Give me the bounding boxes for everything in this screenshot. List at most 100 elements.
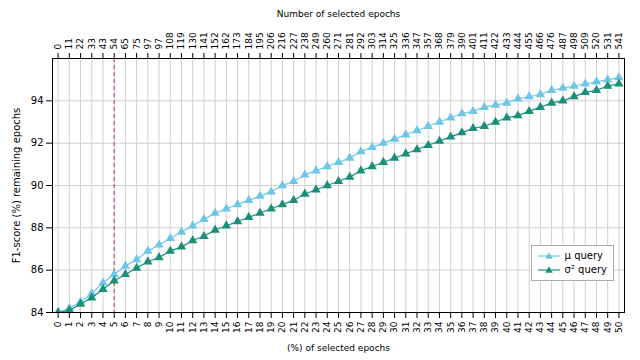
svg-text:9: 9 [154, 321, 164, 327]
svg-text:43: 43 [535, 322, 545, 333]
svg-text:37: 37 [468, 322, 478, 333]
svg-text:84: 84 [31, 307, 44, 318]
svg-text:379: 379 [446, 32, 456, 49]
svg-text:88: 88 [31, 222, 44, 233]
svg-text:11: 11 [176, 322, 186, 333]
svg-text:16: 16 [232, 321, 242, 333]
svg-text:36: 36 [457, 321, 467, 333]
svg-text:33: 33 [423, 322, 433, 333]
svg-text:Number of selected epochs: Number of selected epochs [277, 9, 401, 19]
svg-text:336: 336 [401, 32, 411, 49]
svg-text:216: 216 [277, 32, 287, 49]
svg-text:303: 303 [367, 32, 377, 49]
svg-text:42: 42 [524, 322, 534, 333]
svg-text:(%) of selected epochs: (%) of selected epochs [287, 343, 390, 353]
svg-text:43: 43 [98, 38, 108, 49]
svg-text:92: 92 [31, 137, 44, 148]
svg-text:35: 35 [446, 322, 456, 333]
svg-text:260: 260 [322, 32, 332, 49]
svg-text:108: 108 [165, 32, 175, 49]
svg-text:141: 141 [199, 32, 209, 49]
svg-text:130: 130 [188, 32, 198, 49]
svg-text:422: 422 [490, 32, 500, 49]
svg-text:97: 97 [154, 38, 164, 49]
svg-text:4: 4 [98, 321, 108, 327]
svg-text:281: 281 [345, 32, 355, 49]
svg-text:152: 152 [210, 32, 220, 49]
svg-text:509: 509 [580, 32, 590, 49]
svg-text:390: 390 [457, 32, 467, 49]
svg-text:24: 24 [322, 321, 332, 333]
svg-text:401: 401 [468, 32, 478, 49]
svg-text:8: 8 [143, 321, 153, 327]
svg-text:444: 444 [513, 32, 523, 49]
svg-text:26: 26 [345, 321, 355, 333]
svg-text:3: 3 [87, 322, 97, 328]
svg-text:29: 29 [378, 321, 388, 333]
svg-text:97: 97 [143, 38, 153, 49]
svg-text:19: 19 [266, 321, 276, 333]
svg-text:23: 23 [311, 322, 321, 333]
svg-text:411: 411 [479, 32, 489, 49]
svg-text:7: 7 [131, 322, 141, 328]
svg-text:20: 20 [277, 321, 287, 333]
svg-text:466: 466 [535, 32, 545, 49]
svg-text:227: 227 [289, 32, 299, 49]
svg-text:39: 39 [490, 321, 500, 333]
svg-text:531: 531 [603, 32, 613, 49]
svg-text:94: 94 [31, 95, 44, 106]
svg-text:50: 50 [614, 321, 624, 333]
svg-text:41: 41 [513, 322, 523, 333]
svg-text:271: 271 [333, 32, 343, 49]
svg-text:357: 357 [423, 32, 433, 49]
svg-text:314: 314 [378, 32, 388, 49]
svg-text:45: 45 [558, 322, 568, 333]
svg-text:22: 22 [300, 322, 310, 333]
svg-text:476: 476 [546, 32, 556, 49]
svg-text:11: 11 [64, 38, 74, 49]
svg-text:90: 90 [31, 180, 44, 191]
svg-text:6: 6 [120, 321, 130, 327]
svg-text:173: 173 [232, 32, 242, 49]
svg-text:21: 21 [289, 322, 299, 333]
svg-text:27: 27 [356, 322, 366, 333]
svg-text:119: 119 [176, 32, 186, 49]
svg-text:1: 1 [64, 322, 74, 328]
svg-text:54: 54 [109, 38, 119, 50]
svg-text:238: 238 [300, 32, 310, 49]
svg-text:455: 455 [524, 32, 534, 49]
svg-text:14: 14 [210, 321, 220, 333]
svg-text:32: 32 [412, 322, 422, 333]
svg-text:46: 46 [569, 321, 579, 333]
svg-text:325: 325 [389, 32, 399, 49]
svg-text:184: 184 [244, 32, 254, 49]
svg-text:487: 487 [558, 32, 568, 49]
svg-text:34: 34 [434, 321, 444, 333]
svg-text:368: 368 [434, 32, 444, 49]
svg-text:249: 249 [311, 32, 321, 49]
svg-text:33: 33 [87, 38, 97, 49]
svg-text:38: 38 [479, 321, 489, 333]
svg-text:498: 498 [569, 32, 579, 49]
svg-text:22: 22 [75, 38, 85, 49]
svg-text:44: 44 [546, 321, 556, 333]
svg-text:48: 48 [591, 321, 601, 333]
svg-text:206: 206 [266, 32, 276, 49]
svg-text:520: 520 [591, 32, 601, 49]
svg-text:30: 30 [389, 321, 399, 333]
svg-text:18: 18 [255, 321, 265, 333]
svg-text:0: 0 [53, 321, 63, 327]
svg-text:47: 47 [580, 322, 590, 333]
svg-text:292: 292 [356, 32, 366, 49]
svg-text:49: 49 [603, 321, 613, 333]
svg-text:17: 17 [244, 322, 254, 333]
svg-text:10: 10 [165, 321, 175, 333]
svg-text:75: 75 [131, 38, 141, 49]
svg-text:40: 40 [502, 321, 512, 333]
svg-text:F1-score (%) remaining epochs: F1-score (%) remaining epochs [11, 108, 22, 264]
svg-text:25: 25 [333, 322, 343, 333]
svg-text:13: 13 [199, 322, 209, 333]
svg-text:0: 0 [53, 44, 63, 50]
svg-text:347: 347 [412, 32, 422, 49]
svg-text:162: 162 [221, 32, 231, 49]
